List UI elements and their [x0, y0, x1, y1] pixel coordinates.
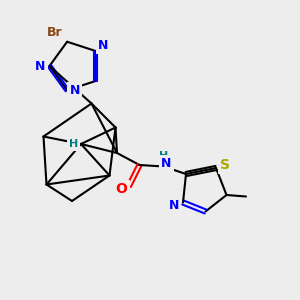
Text: H: H — [159, 151, 168, 161]
Text: Br: Br — [47, 26, 63, 39]
Text: N: N — [35, 59, 46, 73]
Text: N: N — [169, 199, 179, 212]
Text: O: O — [116, 182, 128, 196]
Text: N: N — [98, 38, 108, 52]
Text: H: H — [69, 139, 78, 149]
Text: N: N — [161, 157, 172, 170]
Text: S: S — [220, 158, 230, 172]
Text: N: N — [69, 84, 80, 97]
